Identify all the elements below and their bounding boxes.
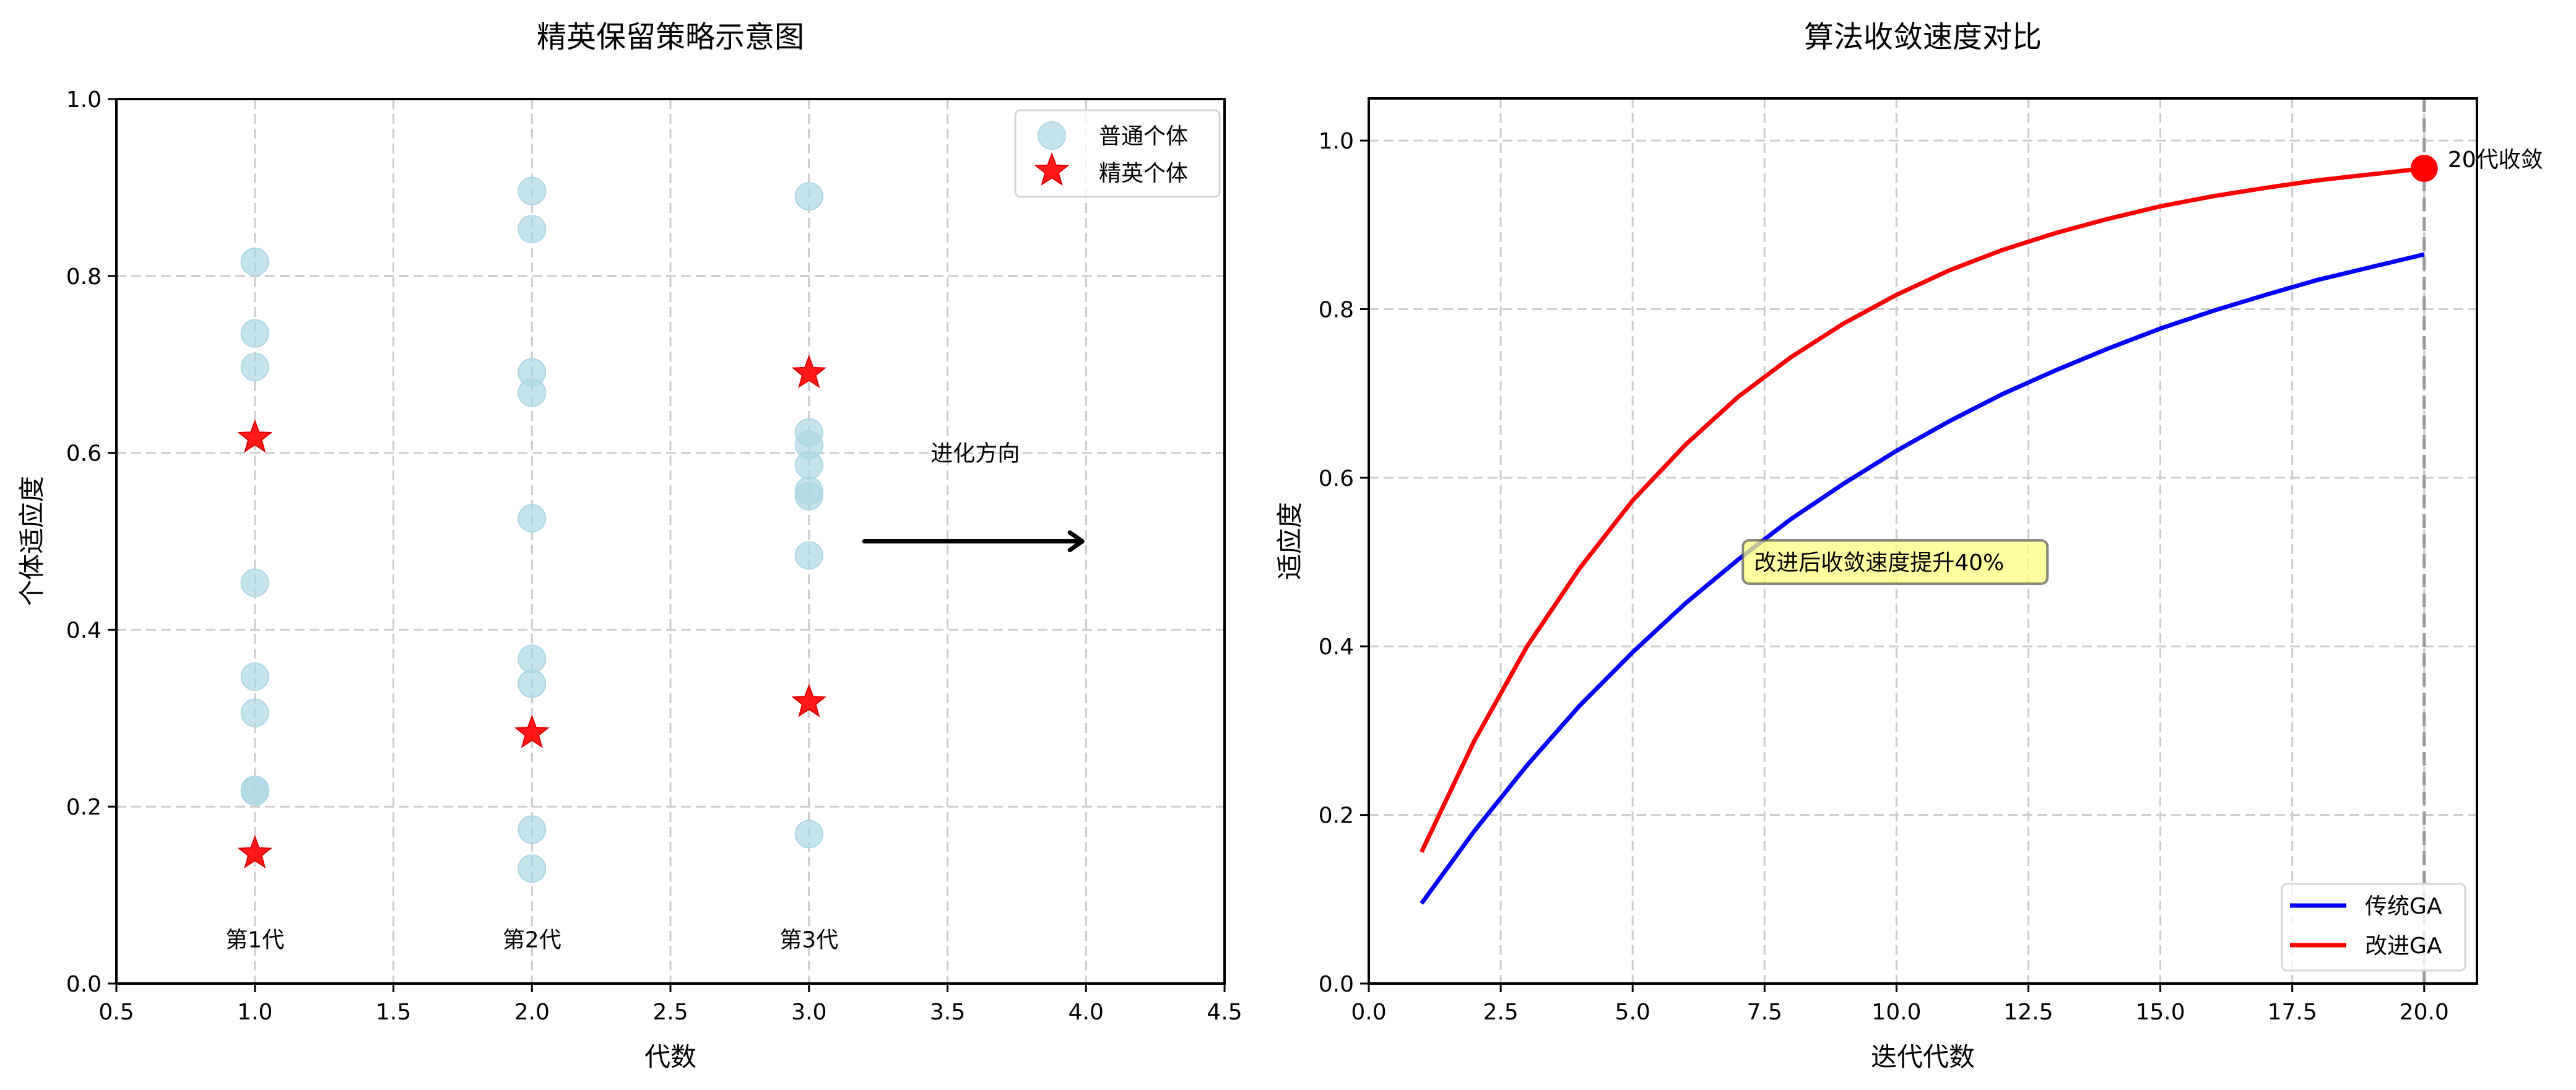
- legend-circle-icon: [1038, 121, 1066, 150]
- elite-individual-star: [791, 683, 827, 717]
- elite-individual-star: [514, 714, 550, 748]
- convergence-point-icon: [2410, 155, 2438, 183]
- x-tick-label: 3.0: [791, 1000, 826, 1025]
- x-tick-label: 17.5: [2268, 1000, 2317, 1025]
- x-tick-label: 0.5: [98, 1000, 134, 1025]
- y-tick-label: 0.2: [1319, 803, 1354, 829]
- y-tick-label: 0.2: [66, 795, 102, 820]
- x-tick-label: 5.0: [1615, 1000, 1650, 1025]
- right-ylabel: 适应度: [1275, 502, 1305, 580]
- normal-individual-point: [240, 698, 269, 727]
- normal-individual-point: [794, 482, 823, 511]
- x-tick-label: 2.0: [514, 1000, 550, 1025]
- y-tick-label: 0.6: [1319, 466, 1354, 491]
- elite-individual-star: [237, 835, 273, 869]
- right-chart-title: 算法收敛速度对比: [1804, 20, 2042, 54]
- arrow-head-icon: [1067, 530, 1085, 552]
- speedup-annotation-text: 改进后收敛速度提升40%: [1754, 550, 2004, 576]
- left-ylabel: 个体适应度: [17, 476, 47, 606]
- evolution-arrow-icon: [862, 530, 1085, 552]
- x-tick-label: 2.5: [653, 1000, 688, 1025]
- y-tick-label: 1.0: [1319, 129, 1354, 154]
- normal-individual-point: [240, 247, 269, 276]
- improved-ga-line: [1420, 166, 2425, 854]
- normal-individual-point: [794, 541, 823, 570]
- left-chart-title: 精英保留策略示意图: [537, 20, 804, 54]
- y-tick-label: 1.0: [66, 87, 102, 113]
- y-tick-label: 0.6: [66, 441, 102, 467]
- normal-individual-point: [518, 854, 547, 883]
- normal-individual-point: [794, 182, 823, 211]
- left-axis-ticks: 0.5 1.0 1.5 2.0 2.5 3.0 3.5 4.0 4.5 0.0 0.2 0.4 0.6 0…: [66, 87, 1242, 1025]
- legend-traditional-label: 传统GA: [2365, 894, 2442, 919]
- right-axis-ticks: 0.0 2.5 5.0 7.5 10.0 12.5 15.0 17.5 20.0 0.0 0.2 0.…: [1319, 129, 2449, 1025]
- left-scatter-points: [237, 176, 827, 883]
- gen2-label: 第2代: [503, 928, 562, 953]
- elite-individual-star: [237, 419, 273, 453]
- legend-improved-label: 改进GA: [2365, 933, 2442, 959]
- right-xlabel: 迭代代数: [1871, 1042, 1975, 1072]
- normal-individual-point: [240, 319, 269, 348]
- gen3-label: 第3代: [779, 928, 838, 953]
- normal-individual-point: [794, 820, 823, 849]
- left-xlabel: 代数: [644, 1042, 696, 1072]
- normal-individual-point: [518, 815, 547, 844]
- y-tick-label: 0.0: [1319, 972, 1354, 997]
- traditional-ga-line: [1420, 252, 2425, 905]
- y-tick-label: 0.0: [66, 972, 102, 997]
- elite-strategy-chart: 精英保留策略示意图 0.5 1.0 1.5 2.0 2.5 3.0 3.5 4.0 4.5 0.0…: [17, 20, 1242, 1072]
- normal-individual-point: [518, 378, 547, 407]
- x-tick-label: 4.0: [1069, 1000, 1104, 1025]
- x-tick-label: 7.5: [1747, 1000, 1782, 1025]
- x-tick-label: 10.0: [1871, 1000, 1921, 1025]
- left-annotations: 第1代 第2代 第3代 进化方向: [225, 441, 1085, 953]
- right-legend: 传统GA 改进GA: [2281, 883, 2466, 972]
- left-axes-frame: [115, 98, 1226, 985]
- y-tick-label: 0.8: [1319, 297, 1354, 322]
- normal-individual-point: [518, 504, 547, 533]
- normal-individual-point: [240, 352, 269, 381]
- y-tick-label: 0.4: [66, 618, 102, 643]
- x-tick-label: 0.0: [1351, 1000, 1386, 1025]
- normal-individual-point: [518, 215, 547, 244]
- speedup-annotation: 改进后收敛速度提升40%: [1741, 539, 2049, 586]
- x-tick-label: 15.0: [2135, 1000, 2185, 1025]
- gen1-label: 第1代: [225, 928, 284, 953]
- legend-elite-label: 精英个体: [1099, 161, 1188, 186]
- x-tick-label: 12.5: [2003, 1000, 2053, 1025]
- normal-individual-point: [240, 568, 269, 597]
- normal-individual-point: [518, 669, 547, 698]
- legend-normal-label: 普通个体: [1099, 124, 1188, 149]
- y-tick-label: 0.8: [66, 264, 102, 290]
- y-tick-label: 0.4: [1319, 634, 1354, 660]
- evolution-direction-label: 进化方向: [930, 441, 1020, 467]
- right-axes-frame: [1368, 97, 2478, 985]
- legend-star-icon: [1034, 152, 1070, 186]
- x-tick-label: 2.5: [1483, 1000, 1518, 1025]
- x-tick-label: 20.0: [2400, 1000, 2449, 1025]
- normal-individual-point: [794, 451, 823, 480]
- left-legend: 普通个体 精英个体: [1014, 109, 1221, 198]
- normal-individual-point: [518, 176, 547, 205]
- x-tick-label: 3.5: [930, 1000, 965, 1025]
- convergence-label: 20代收敛: [2448, 147, 2543, 173]
- x-tick-label: 1.0: [237, 1000, 272, 1025]
- x-tick-label: 4.5: [1207, 1000, 1242, 1025]
- normal-individual-point: [518, 644, 547, 673]
- normal-individual-point: [240, 777, 269, 806]
- normal-individual-point: [240, 662, 269, 691]
- speedup-annotation-box: [1741, 539, 2049, 586]
- convergence-chart: 算法收敛速度对比 0.0 2.5 5.0 7.5 10.0 12.5 15.0 17.5 20.…: [1275, 20, 2543, 1072]
- elite-individual-star: [791, 355, 827, 389]
- x-tick-label: 1.5: [376, 1000, 411, 1025]
- left-legend-box: [1014, 109, 1221, 198]
